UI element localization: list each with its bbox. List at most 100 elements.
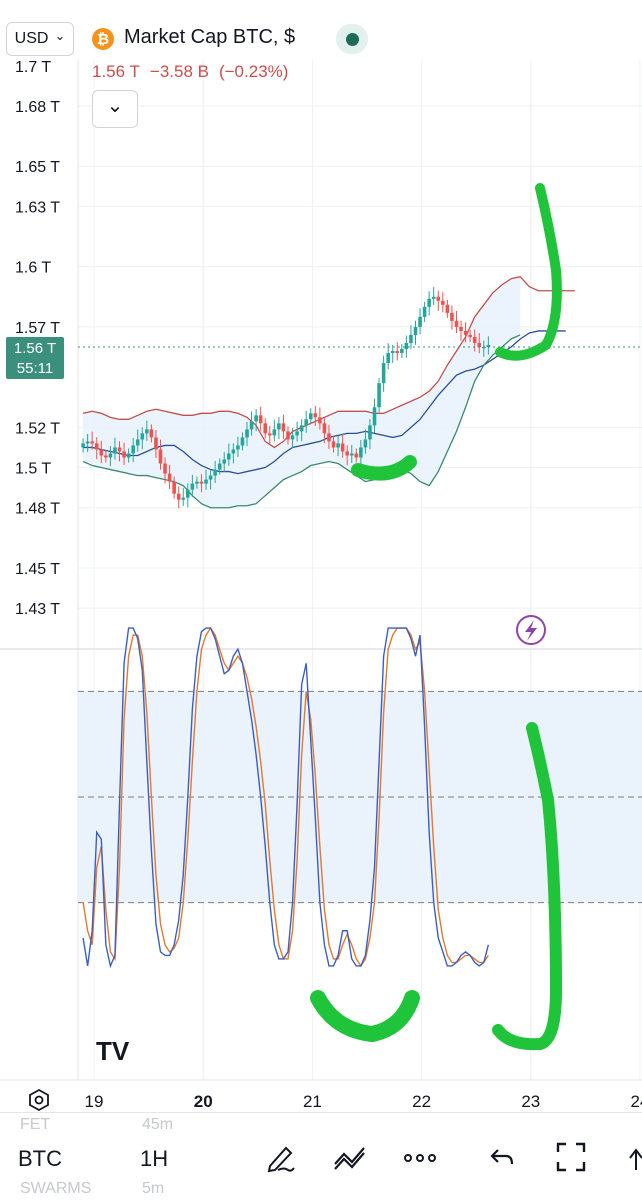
candle: [81, 438, 85, 453]
candle-body: [336, 443, 340, 448]
candle-body: [267, 433, 272, 436]
candle: [167, 464, 172, 490]
candle: [454, 311, 459, 334]
candle-body: [85, 441, 90, 444]
candle: [236, 436, 240, 457]
candle: [277, 417, 281, 440]
y-tick-label: 1.43 T: [15, 601, 60, 618]
candle: [482, 340, 486, 357]
candle-body: [409, 334, 413, 343]
hand-drawn-marker: [492, 722, 562, 1051]
candle: [445, 299, 450, 318]
bitcoin-icon: ₿: [92, 28, 114, 50]
candle-body: [395, 351, 400, 354]
candle: [249, 411, 254, 436]
price-badge-value: 1.56 T: [14, 340, 56, 357]
settings-icon[interactable]: [29, 1088, 49, 1112]
candle-body: [154, 437, 158, 450]
candle-body: [208, 475, 213, 480]
candle-body: [441, 300, 445, 305]
candle: [409, 325, 413, 350]
candle: [222, 452, 227, 473]
candle: [286, 426, 290, 445]
candle: [354, 448, 359, 463]
candle: [258, 406, 263, 431]
undo-icon[interactable]: [488, 1140, 518, 1180]
currency-label: USD: [14, 30, 49, 47]
candle-body: [463, 330, 468, 335]
candle-body: [145, 429, 149, 434]
candle-body: [113, 447, 117, 454]
candle-body: [286, 431, 290, 440]
lightning-icon[interactable]: [516, 615, 546, 645]
candle-body: [226, 453, 231, 460]
candle: [90, 431, 94, 450]
market-status-dot-icon[interactable]: [336, 24, 368, 54]
candle: [176, 486, 181, 509]
candle-body: [386, 353, 390, 364]
candle-body: [104, 455, 108, 458]
candle: [158, 439, 163, 470]
candle: [199, 474, 204, 493]
x-tick-label: 20: [194, 1092, 213, 1111]
candle: [304, 410, 309, 433]
menu-icon[interactable]: [626, 1140, 642, 1180]
candle-body: [295, 431, 299, 436]
candle-body: [354, 453, 359, 458]
candle-body: [277, 423, 281, 430]
pen-tool-icon[interactable]: [264, 1140, 298, 1180]
candle-body: [445, 304, 450, 313]
y-tick-label: 1.5 T: [15, 461, 51, 478]
candle: [368, 419, 372, 450]
currency-select[interactable]: USD ⌄: [6, 22, 74, 56]
bollinger-lower-line: [82, 334, 521, 509]
y-tick-label: 1.7 T: [15, 59, 51, 76]
candle-body: [482, 347, 486, 349]
candle-body: [158, 449, 163, 464]
more-icon[interactable]: [402, 1140, 438, 1180]
candle-body: [167, 473, 172, 482]
candle-body: [281, 423, 286, 432]
candle: [363, 429, 368, 454]
candle-body: [436, 296, 441, 301]
y-tick-label: 1.63 T: [15, 199, 60, 216]
candle-body: [349, 453, 354, 456]
candle: [413, 320, 418, 345]
candle-body: [126, 453, 131, 458]
candle-body: [181, 497, 186, 500]
y-tick-label: 1.68 T: [15, 99, 60, 116]
interval-selector[interactable]: 1H: [140, 1146, 169, 1171]
candle: [299, 419, 304, 442]
candle: [131, 438, 135, 463]
collapse-legend-button[interactable]: ⌄: [92, 90, 138, 128]
candle: [486, 336, 491, 355]
candle-body: [400, 349, 404, 354]
candle-body: [213, 469, 217, 476]
candle: [327, 424, 331, 449]
candle-body: [117, 447, 122, 452]
candle: [381, 355, 386, 392]
candle: [290, 427, 295, 449]
candle: [154, 429, 158, 459]
candle-body: [340, 443, 345, 452]
candle-body: [131, 445, 135, 454]
symbol-selector[interactable]: BTC: [18, 1146, 62, 1171]
candle-body: [81, 443, 85, 448]
candle-body: [404, 342, 409, 350]
candle: [140, 427, 145, 450]
candle: [254, 409, 258, 432]
stoch-k-line: [82, 627, 490, 969]
chart-title[interactable]: Market Cap BTC, $: [124, 26, 296, 48]
y-tick-label: 1.57 T: [15, 320, 60, 337]
candle: [217, 458, 222, 475]
candle-body: [290, 435, 295, 440]
fullscreen-icon[interactable]: [554, 1140, 588, 1180]
candle: [213, 460, 217, 484]
candle: [108, 446, 113, 467]
drawings-icon[interactable]: [332, 1140, 368, 1180]
price-badge: [6, 337, 64, 380]
candle: [336, 436, 340, 457]
candle-body: [186, 489, 190, 498]
candle: [163, 457, 167, 484]
